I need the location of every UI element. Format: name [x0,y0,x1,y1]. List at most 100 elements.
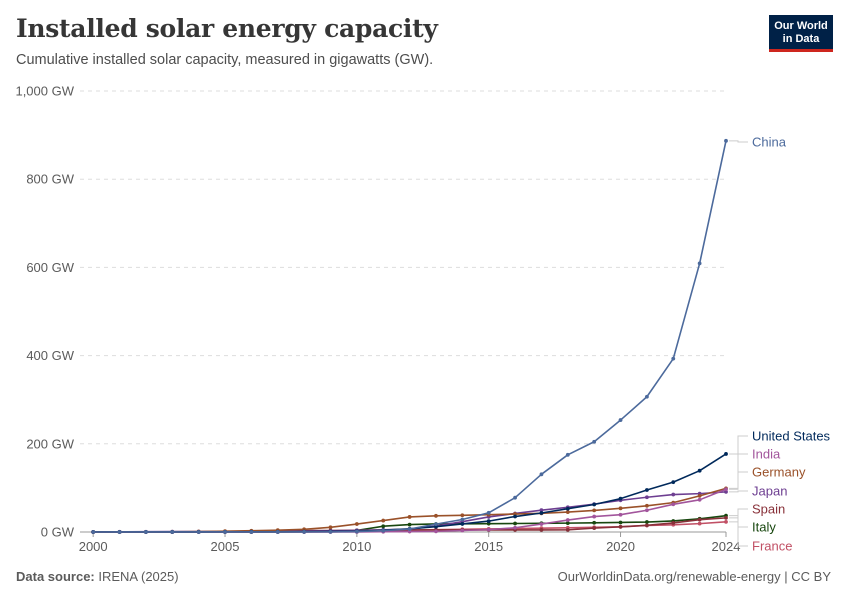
data-point [539,511,544,515]
data-point [144,530,148,534]
data-point [302,530,307,534]
y-tick-label: 200 GW [26,436,74,451]
data-point [434,529,438,534]
data-point [618,520,623,525]
data-point [592,520,597,525]
data-point [565,452,570,457]
data-point [697,521,702,526]
data-point [697,261,702,266]
x-tick-label: 2015 [474,539,503,554]
data-point [460,528,465,533]
data-point [565,510,570,514]
data-point [539,508,544,513]
x-tick-label: 2000 [79,539,108,554]
data-point [381,518,386,523]
data-point [724,487,728,492]
data-point [381,528,386,533]
data-point [513,521,517,526]
data-point [249,530,254,534]
data-point [381,524,386,529]
data-point [565,506,570,511]
y-tick-label: 400 GW [26,348,74,363]
data-point [671,492,676,497]
data-point [565,521,570,526]
data-point [513,514,517,519]
data-point [486,510,491,515]
data-point [644,503,649,508]
series-label: United States [752,429,831,444]
y-tick-label: 800 GW [26,172,74,187]
chart-title: Installed solar energy capacity [16,14,438,43]
chart-subtitle: Cumulative installed solar capacity, mea… [16,52,434,68]
data-point [565,527,570,532]
series-label: Japan [752,484,787,499]
data-point [618,418,623,422]
x-tick-label: 2010 [342,539,371,554]
data-point [644,523,649,528]
logo-line-1: Our World [774,20,828,32]
data-point [671,480,676,485]
data-point [671,521,676,525]
data-point [539,472,544,477]
data-point [724,519,728,524]
data-point [407,527,412,531]
data-point [724,452,728,456]
data-point [592,526,597,531]
data-point [618,496,623,501]
data-point [592,439,597,444]
data-point [592,502,597,507]
y-tick-label: 600 GW [26,260,74,275]
data-point [486,527,491,532]
data-point [328,529,333,534]
series-label: India [752,447,781,462]
data-point [592,508,597,513]
data-point [196,530,201,534]
x-tick-label: 2005 [211,539,240,554]
y-tick-label: 0 GW [41,525,75,540]
series-line-china [93,140,727,533]
footer-link[interactable]: OurWorldinData.org/renewable-energy | CC… [557,569,831,584]
data-point [697,493,702,498]
data-point [644,488,649,492]
data-source-label: Data source: [16,569,95,584]
data-point [434,522,438,527]
data-point [671,502,676,507]
data-point [513,525,517,530]
series-line-united-states [93,453,727,533]
data-point [170,530,175,534]
data-point [618,512,623,517]
data-point [434,513,438,518]
label-connector [729,515,748,528]
data-point [618,524,623,529]
data-point [644,520,649,524]
series-label: France [752,539,792,554]
owid-logo[interactable]: Our World in Data [769,15,833,52]
data-point [697,497,702,502]
x-tick-label: 2020 [606,539,635,554]
logo-line-2: in Data [782,33,820,45]
data-point [724,515,728,520]
data-point [644,495,649,500]
data-point [354,522,359,526]
data-point [724,489,728,494]
data-point [354,529,359,534]
series-label: Germany [752,465,806,480]
data-point [407,515,412,519]
y-tick-label: 1,000 GW [15,84,74,99]
data-point [539,522,544,526]
data-point [328,525,333,530]
series-label: China [752,135,787,150]
data-point [644,508,649,513]
data-source-value[interactable]: IRENA (2025) [98,569,179,584]
data-point [460,522,465,526]
data-point [697,517,702,522]
label-connector [729,435,748,455]
data-point [671,356,676,361]
label-connector [729,140,748,143]
data-point [539,528,544,532]
data-point [460,513,465,518]
data-point [644,394,649,399]
data-point [117,530,122,534]
data-point [592,514,597,519]
